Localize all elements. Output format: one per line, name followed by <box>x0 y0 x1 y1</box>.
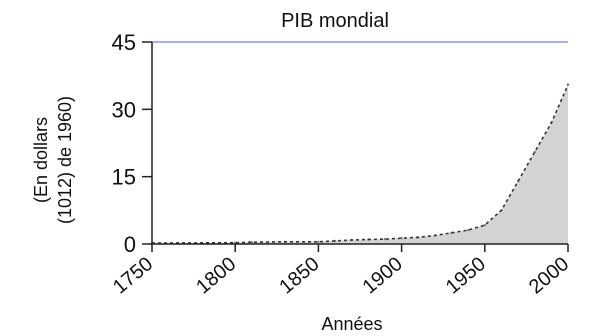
plot-area <box>150 83 570 245</box>
data-point-1860 <box>333 239 337 243</box>
x-tick-label-1800: 1800 <box>192 253 240 298</box>
x-tick-label-1900: 1900 <box>359 253 407 298</box>
data-point-1850 <box>317 240 320 243</box>
y-axis-label-line-1: (En dollars <box>31 117 51 203</box>
data-point-1950 <box>483 223 486 227</box>
x-axis-label: Années <box>321 314 382 334</box>
y-tick-label-15: 15 <box>112 165 136 190</box>
x-axis: 1750 1800 1850 1900 1950 2000 <box>109 243 573 298</box>
x-tick-label-2000: 2000 <box>525 253 573 298</box>
data-point-2000 <box>566 83 570 86</box>
data-point-1810 <box>250 241 253 244</box>
data-point-1920 <box>433 234 437 237</box>
y-tick-label-30: 30 <box>112 97 136 122</box>
x-tick-label-1950: 1950 <box>442 253 490 298</box>
data-point-1930 <box>450 231 453 234</box>
data-point-1890 <box>383 237 387 241</box>
data-point-1870 <box>350 238 353 242</box>
data-point-1990 <box>550 121 553 125</box>
series-area <box>152 84 568 244</box>
data-point-1960 <box>500 209 503 212</box>
y-tick-label-0: 0 <box>124 232 136 257</box>
data-point-1880 <box>367 238 370 241</box>
data-point-1940 <box>467 228 470 232</box>
x-tick-label-1850: 1850 <box>275 253 323 298</box>
y-axis-label-line-2: (1012) de 1960) <box>55 96 75 224</box>
data-point-1970 <box>516 180 520 183</box>
data-point-1910 <box>417 236 420 239</box>
y-tick-label-45: 45 <box>112 30 136 55</box>
data-point-1830 <box>283 240 287 243</box>
data-point-1980 <box>533 150 536 154</box>
chart-title: PIB mondial <box>281 10 389 32</box>
data-point-1900 <box>400 237 403 240</box>
x-tick-label-1750: 1750 <box>109 253 157 298</box>
y-axis: 0 15 30 45 <box>112 30 153 257</box>
series-line <box>151 84 569 244</box>
y-axis-label: (En dollars (1012) de 1960) <box>31 96 75 224</box>
